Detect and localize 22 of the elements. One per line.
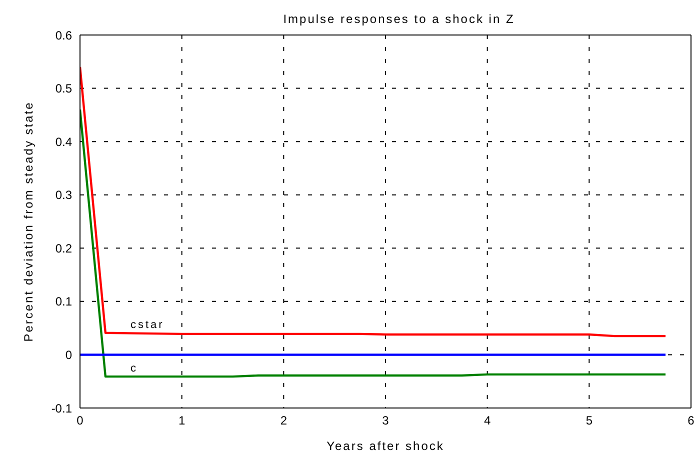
x-tick-label: 0 [76,414,84,428]
y-axis-title: Percent deviation from steady state [21,101,36,342]
series-label: c [130,362,138,375]
y-tick-label: 0.6 [55,28,72,42]
y-tick-label: 0.3 [55,188,72,202]
chart-title: Impulse responses to a shock in Z [282,12,516,26]
x-tick-label: 5 [586,414,593,428]
y-tick-label: -0.1 [51,401,72,416]
line-series [80,66,667,338]
x-tick-label: 1 [178,414,186,428]
y-tick-label: 0.1 [55,294,72,309]
y-tick-label: 0.2 [55,241,72,256]
y-tick-label: 0.4 [55,134,72,149]
y-tick-label: 0 [65,348,72,362]
x-tick-label: 4 [484,414,491,428]
series-label: cstar [130,318,164,331]
line-series [80,108,667,378]
x-axis-title: Years after shock [326,439,444,453]
x-tick-label: 3 [382,414,390,428]
y-tick-label: 0.5 [55,82,72,96]
x-tick-label: 6 [688,414,695,428]
x-tick-label: 2 [280,414,288,428]
